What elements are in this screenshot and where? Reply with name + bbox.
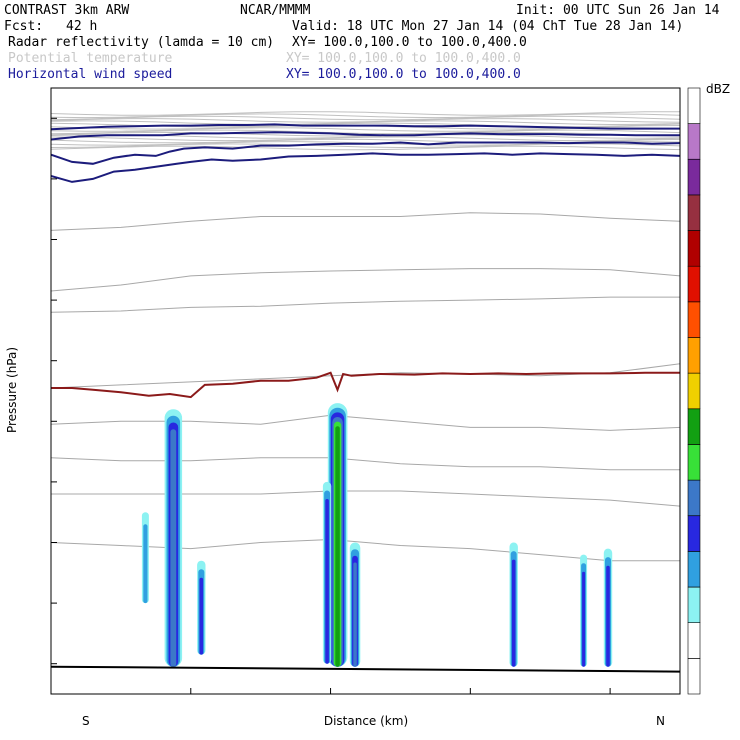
theta-contour <box>51 414 680 431</box>
wind-speed-contour <box>51 141 680 165</box>
field-name-theta: Potential temperature <box>8 51 173 66</box>
colorbar-bin <box>687 87 701 124</box>
x-axis <box>50 688 611 694</box>
plot-layer <box>51 111 680 673</box>
theta-upper-line <box>51 136 680 142</box>
theta-contour <box>51 457 680 471</box>
wind-speed-contour <box>51 123 680 131</box>
x-end-label-south: S <box>82 714 90 728</box>
colorbar-bin <box>687 372 701 410</box>
ground-line <box>51 665 680 673</box>
theta-upper-line <box>51 145 680 151</box>
colorbar-bin <box>687 444 701 481</box>
field-xy-theta: XY= 100.0,100.0 to 100.0,400.0 <box>286 51 521 66</box>
forecast-label: Fcst: <box>4 19 43 34</box>
colorbar-bin <box>687 622 701 659</box>
theta-contour <box>51 212 680 231</box>
theta-upper-line <box>51 118 680 123</box>
theta-upper-line <box>51 111 680 116</box>
theta-contour <box>51 490 680 507</box>
colorbar <box>687 87 701 695</box>
reflectivity-cell <box>353 562 357 667</box>
plot-area <box>51 88 680 694</box>
source-title: NCAR/MMMM <box>240 3 311 18</box>
theta-upper-line <box>51 129 680 135</box>
reflectivity-cell <box>606 565 610 667</box>
theta-contour <box>51 538 680 562</box>
field-name-wind: Horizontal wind speed <box>8 67 172 82</box>
colorbar-bin <box>687 265 701 303</box>
y-axis <box>51 117 57 665</box>
theta-upper-line <box>51 113 680 119</box>
x-end-label-north: N <box>656 714 665 728</box>
colorbar-bin <box>687 337 701 374</box>
colorbar-bin <box>687 515 701 552</box>
field-xy-reflectivity: XY= 100.0,100.0 to 100.0,400.0 <box>292 35 527 50</box>
reflectivity-cell <box>170 429 177 667</box>
reflectivity-cell <box>199 577 204 655</box>
reflectivity-cell <box>335 426 340 667</box>
theta-contour <box>51 296 680 313</box>
colorbar-bin <box>687 301 701 338</box>
forecast-hour: 42 h <box>66 19 97 34</box>
wind-speed-contour <box>51 131 680 141</box>
colorbar-bin <box>687 159 701 196</box>
field-name-reflectivity: Radar reflectivity (lamda = 10 cm) <box>8 35 274 50</box>
y-axis-label: Pressure (hPa) <box>5 347 19 433</box>
x-axis-label: Distance (km) <box>324 714 408 728</box>
freezing-level-line <box>51 371 680 399</box>
model-title: CONTRAST 3km ARW <box>4 3 129 18</box>
reflectivity-cell <box>582 571 586 667</box>
field-xy-wind: XY= 100.0,100.0 to 100.0,400.0 <box>286 67 521 82</box>
wind-speed-contour <box>51 152 680 183</box>
reflectivity-cell <box>143 524 148 604</box>
colorbar-bin <box>687 230 701 267</box>
colorbar-bin <box>687 123 701 160</box>
colorbar-bin <box>687 194 701 231</box>
valid-time: Valid: 18 UTC Mon 27 Jan 14 (04 ChT Tue … <box>292 19 683 34</box>
colorbar-bin <box>687 479 701 517</box>
colorbar-bin <box>687 408 701 445</box>
reflectivity-cell <box>325 499 329 664</box>
plot-frame <box>50 87 681 695</box>
reflectivity-cell <box>511 559 516 667</box>
colorbar-bin <box>687 586 701 623</box>
colorbar-bin <box>687 551 701 588</box>
theta-contour <box>51 268 680 292</box>
theta-upper-line <box>51 120 680 126</box>
theta-upper-line <box>51 115 680 121</box>
colorbar-unit: dBZ <box>706 82 730 96</box>
colorbar-bin <box>687 658 701 695</box>
init-time: Init: 00 UTC Sun 26 Jan 14 <box>516 3 720 18</box>
